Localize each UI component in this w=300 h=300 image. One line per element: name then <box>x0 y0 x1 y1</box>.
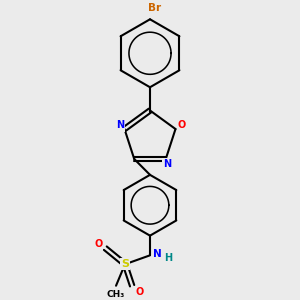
Text: O: O <box>178 120 186 130</box>
Text: CH₃: CH₃ <box>107 290 125 299</box>
Text: H: H <box>164 253 172 263</box>
Text: N: N <box>153 248 161 259</box>
Text: S: S <box>121 259 129 269</box>
Text: N: N <box>164 159 172 170</box>
Text: Br: Br <box>148 3 161 13</box>
Text: O: O <box>135 287 143 297</box>
Text: N: N <box>116 120 124 130</box>
Text: O: O <box>94 239 102 249</box>
